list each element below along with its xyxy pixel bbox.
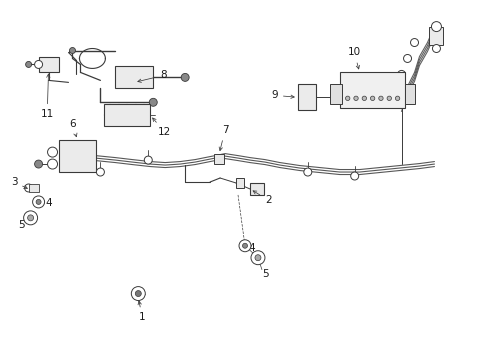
Text: 3: 3 xyxy=(11,177,27,188)
Circle shape xyxy=(395,96,400,100)
Circle shape xyxy=(432,22,441,32)
Bar xyxy=(58,140,97,172)
Circle shape xyxy=(48,147,57,157)
Circle shape xyxy=(243,243,247,248)
Circle shape xyxy=(135,291,141,297)
Circle shape xyxy=(144,156,152,164)
Circle shape xyxy=(397,71,406,78)
Circle shape xyxy=(404,54,412,62)
Text: 2: 2 xyxy=(253,191,271,205)
Bar xyxy=(340,72,405,108)
Circle shape xyxy=(70,48,75,54)
Bar xyxy=(115,67,153,88)
Text: 1: 1 xyxy=(138,301,146,323)
Circle shape xyxy=(48,159,57,169)
Text: 6: 6 xyxy=(69,119,77,137)
Bar xyxy=(104,104,150,126)
Circle shape xyxy=(25,62,32,67)
Circle shape xyxy=(251,251,265,265)
Circle shape xyxy=(97,168,104,176)
Text: 10: 10 xyxy=(348,48,361,69)
Circle shape xyxy=(33,196,45,208)
Bar xyxy=(298,84,316,110)
Circle shape xyxy=(354,96,358,100)
Text: 5: 5 xyxy=(19,220,25,230)
Text: 11: 11 xyxy=(41,74,54,119)
Circle shape xyxy=(35,60,43,68)
Bar xyxy=(405,84,415,104)
Circle shape xyxy=(391,88,398,96)
Circle shape xyxy=(351,172,359,180)
Text: 8: 8 xyxy=(138,71,167,82)
Circle shape xyxy=(27,215,34,221)
Circle shape xyxy=(387,96,392,100)
Text: 4: 4 xyxy=(46,198,52,208)
Bar xyxy=(429,27,443,45)
Bar xyxy=(28,184,39,192)
Bar xyxy=(236,178,244,188)
Circle shape xyxy=(131,287,145,301)
Text: 9: 9 xyxy=(271,90,294,100)
Bar xyxy=(39,58,58,72)
Circle shape xyxy=(370,96,375,100)
Circle shape xyxy=(255,255,261,261)
Text: 7: 7 xyxy=(219,125,228,150)
Circle shape xyxy=(362,96,367,100)
Bar xyxy=(330,84,342,104)
Circle shape xyxy=(181,73,189,81)
Circle shape xyxy=(24,211,38,225)
Bar xyxy=(250,183,264,195)
Circle shape xyxy=(24,184,33,192)
Text: 12: 12 xyxy=(153,118,172,137)
Circle shape xyxy=(149,98,157,106)
Circle shape xyxy=(411,39,418,46)
Bar xyxy=(214,154,224,164)
Circle shape xyxy=(379,96,383,100)
Circle shape xyxy=(35,160,43,168)
Text: 4: 4 xyxy=(248,243,255,253)
Text: 5: 5 xyxy=(262,269,269,279)
Circle shape xyxy=(345,96,350,100)
Circle shape xyxy=(239,240,251,252)
Circle shape xyxy=(36,199,41,204)
Circle shape xyxy=(433,45,441,53)
Circle shape xyxy=(304,168,312,176)
